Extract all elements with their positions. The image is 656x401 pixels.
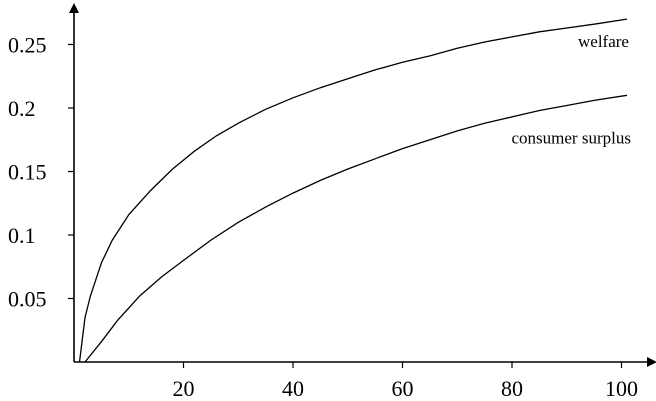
y-tick-label: 0.1 [8, 223, 36, 248]
y-tick-label: 0.15 [8, 160, 47, 185]
x-tick-label: 20 [173, 376, 195, 401]
series-label-consumer-surplus: consumer surplus [512, 128, 631, 147]
y-tick-label: 0.25 [8, 33, 47, 58]
x-ticks: 20 40 60 80 100 [173, 362, 638, 401]
x-tick-label: 60 [392, 376, 414, 401]
y-tick-label: 0.05 [8, 287, 47, 312]
x-tick-label: 40 [282, 376, 304, 401]
y-ticks: 0.05 0.1 0.15 0.2 0.25 [8, 33, 74, 312]
series-line-consumer-surplus [84, 94, 628, 363]
x-tick-label: 80 [501, 376, 523, 401]
series-line-welfare [78, 18, 628, 363]
series-group [78, 18, 628, 363]
series-label-welfare: welfare [578, 32, 629, 51]
annotations: welfare consumer surplus [512, 32, 631, 147]
y-tick-label: 0.2 [8, 96, 36, 121]
x-tick-label: 100 [605, 376, 638, 401]
